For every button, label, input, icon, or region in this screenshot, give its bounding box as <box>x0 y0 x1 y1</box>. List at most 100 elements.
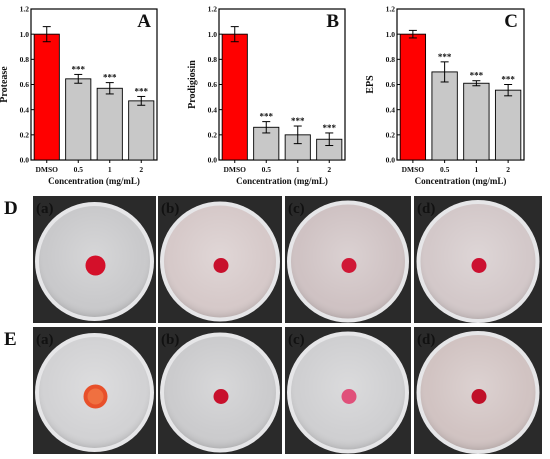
y-tick-label: 0.0 <box>20 156 30 165</box>
chart-prodigiosin: 0.0 0.2 0.4 0.6 0.8 1.0 1.2 *** *** *** DMSO 0.5 1… <box>187 5 346 186</box>
colony <box>213 389 229 404</box>
significance-label: *** <box>103 73 117 83</box>
row-label: D <box>4 198 18 219</box>
petri-dish-photo: (d) <box>414 196 542 323</box>
chart-eps: 0.0 0.2 0.4 0.6 0.8 1.0 1.2 *** *** *** DMSO 0.5 1… <box>365 5 525 186</box>
y-tick-label: 1.2 <box>208 5 218 14</box>
petri-dish-photo: (a) <box>33 196 156 323</box>
y-tick-label: 0.6 <box>208 80 218 89</box>
plate-label: (c) <box>288 201 305 217</box>
bar <box>494 89 522 161</box>
significance-label: *** <box>72 64 86 74</box>
y-ticks: 0.0 0.2 0.4 0.6 0.8 1.0 1.2 <box>208 5 222 165</box>
plate-label: (d) <box>417 332 435 348</box>
y-tick-label: 0.6 <box>20 80 30 89</box>
x-tick-label: 2 <box>506 165 510 174</box>
row-label: E <box>4 329 17 350</box>
y-tick-label: 0.6 <box>386 80 396 89</box>
y-tick-label: 0.2 <box>20 130 30 139</box>
colony <box>341 389 357 404</box>
petri-dish-photo: (c) <box>285 196 411 323</box>
x-tick-labels: DMSO 0.5 1 2 <box>402 160 510 174</box>
plate-label: (b) <box>161 332 179 348</box>
bar <box>33 33 60 161</box>
x-axis-label: Concentration (mg/mL) <box>415 176 507 186</box>
x-tick-label: DMSO <box>224 165 247 174</box>
x-tick-labels: DMSO 0.5 1 2 <box>36 160 143 174</box>
chart-protease: 0.0 0.2 0.4 0.6 0.8 1.0 1.2 *** *** *** DMSO 0.5 1… <box>0 5 158 186</box>
panel-label: C <box>504 11 518 32</box>
x-tick-labels: DMSO 0.5 1 2 <box>224 160 331 174</box>
x-tick-label: 0.5 <box>440 165 450 174</box>
colony <box>471 389 487 404</box>
bar <box>463 82 490 161</box>
bar <box>399 33 427 161</box>
y-axis-label: Protease <box>0 66 10 103</box>
significance-label: *** <box>323 123 337 133</box>
plate-label: (b) <box>161 201 179 217</box>
photo-row-e: E (a) (b) (c) (d) <box>4 327 542 454</box>
photo-row-d: D (a) (b) (c) (d) <box>4 196 542 323</box>
petri-dish-photo: (b) <box>158 327 282 454</box>
bar <box>96 87 123 161</box>
significance-label: *** <box>291 116 305 126</box>
y-tick-label: 0.8 <box>208 55 218 64</box>
y-tick-label: 1.0 <box>20 30 30 39</box>
panel-label: A <box>137 11 151 32</box>
y-tick-label: 0.0 <box>208 156 218 165</box>
x-tick-label: 1 <box>475 165 479 174</box>
x-tick-label: 2 <box>139 165 143 174</box>
petri-dish-photo: (c) <box>285 327 411 454</box>
y-tick-label: 0.0 <box>386 156 396 165</box>
bar <box>65 78 92 161</box>
x-tick-label: DMSO <box>402 165 425 174</box>
x-tick-label: 0.5 <box>262 165 272 174</box>
y-tick-label: 0.2 <box>208 130 218 139</box>
petri-dish-photo: (b) <box>158 196 282 323</box>
y-ticks: 0.0 0.2 0.4 0.6 0.8 1.0 1.2 <box>20 5 34 165</box>
significance-label: *** <box>501 75 515 85</box>
y-axis-label: Prodigiosin <box>187 60 198 109</box>
y-tick-label: 0.2 <box>386 130 396 139</box>
panel-label: B <box>326 11 339 32</box>
plate-label: (a) <box>36 201 54 217</box>
x-tick-label: 2 <box>327 165 331 174</box>
x-axis-label: Concentration (mg/mL) <box>236 176 328 186</box>
bars: *** *** *** <box>399 29 522 161</box>
colony <box>85 255 106 276</box>
significance-label: *** <box>470 71 484 81</box>
plate-label: (a) <box>36 332 54 348</box>
plate-label: (c) <box>288 332 305 348</box>
significance-label: *** <box>260 112 274 122</box>
y-ticks: 0.0 0.2 0.4 0.6 0.8 1.0 1.2 <box>386 5 400 165</box>
y-tick-label: 0.8 <box>20 55 30 64</box>
significance-label: *** <box>135 86 149 96</box>
y-tick-label: 1.2 <box>20 5 30 14</box>
petri-dish-photo: (a) <box>33 327 156 454</box>
bars: *** *** *** <box>33 26 155 161</box>
bar <box>128 100 155 161</box>
bar <box>431 71 458 161</box>
x-tick-label: DMSO <box>36 165 59 174</box>
bars: *** *** *** <box>221 26 343 161</box>
y-axis-label: EPS <box>365 75 376 94</box>
colony <box>471 258 487 273</box>
y-tick-label: 0.4 <box>386 105 396 114</box>
colony <box>341 258 357 273</box>
petri-dish-photo: (d) <box>414 327 542 454</box>
x-tick-label: 1 <box>296 165 300 174</box>
x-tick-label: 0.5 <box>74 165 84 174</box>
bar <box>221 33 248 161</box>
y-tick-label: 0.4 <box>208 105 218 114</box>
colony <box>213 258 229 273</box>
plate-label: (d) <box>417 201 435 217</box>
y-tick-label: 1.0 <box>386 30 396 39</box>
y-tick-label: 0.8 <box>386 55 396 64</box>
x-tick-label: 1 <box>108 165 112 174</box>
colony-center <box>87 388 104 405</box>
y-tick-label: 1.0 <box>208 30 218 39</box>
y-tick-label: 0.4 <box>20 105 30 114</box>
x-axis-label: Concentration (mg/mL) <box>48 176 140 186</box>
significance-label: *** <box>438 52 452 62</box>
